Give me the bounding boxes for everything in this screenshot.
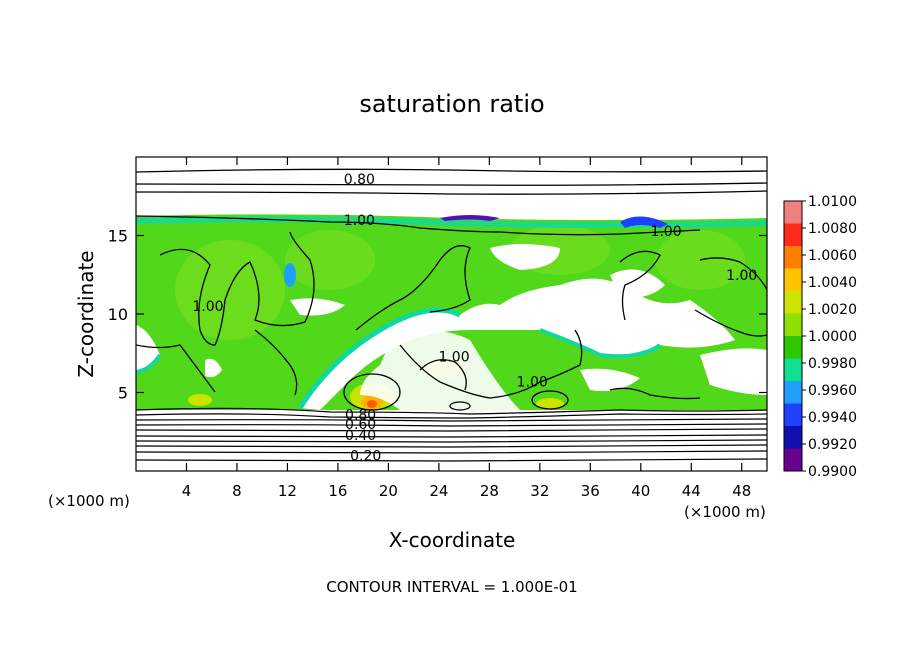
colorbar-label: 1.0000 bbox=[808, 329, 857, 345]
contour-label: 1.00 bbox=[726, 268, 757, 284]
colorbar-label: 1.0020 bbox=[808, 302, 857, 318]
x-unit-label-left: (×1000 m) bbox=[48, 492, 130, 510]
colorbar-label: 0.9900 bbox=[808, 464, 857, 480]
contour-ring bbox=[449, 401, 471, 411]
colorbar-segment bbox=[784, 291, 802, 314]
colorbar-segment bbox=[784, 268, 802, 292]
x-tick-label: 48 bbox=[732, 482, 751, 500]
cyan-edge bbox=[136, 216, 767, 228]
contour-lines-1-00 bbox=[136, 215, 767, 400]
contour-label: 0.60 bbox=[345, 417, 376, 433]
cyan-rim bbox=[136, 353, 162, 374]
colorbar-label: 0.9940 bbox=[808, 410, 857, 426]
plot-area: 0.200.400.600.800.801.001.001.001.001.00… bbox=[136, 157, 767, 471]
colorbar-segment bbox=[784, 313, 802, 337]
contour-ring bbox=[531, 390, 569, 410]
x-tick-label: 24 bbox=[429, 482, 448, 500]
contour-label: 0.80 bbox=[344, 172, 375, 188]
colorbar-segment bbox=[784, 246, 802, 269]
x-tick-label: 32 bbox=[530, 482, 549, 500]
chart-title: saturation ratio bbox=[359, 90, 544, 118]
x-tick-label: 36 bbox=[581, 482, 600, 500]
colorbar-label: 1.0040 bbox=[808, 275, 857, 291]
x-tick-label: 4 bbox=[182, 482, 192, 500]
blue-edge bbox=[620, 216, 668, 228]
colorbar-label: 1.0060 bbox=[808, 248, 857, 264]
x-tick-label: 16 bbox=[328, 482, 347, 500]
colorbar-label: 1.0100 bbox=[808, 194, 857, 210]
contour-interval-note: CONTOUR INTERVAL = 1.000E-01 bbox=[326, 578, 577, 596]
colorbar-segment bbox=[784, 381, 802, 404]
cyan-rim bbox=[297, 307, 462, 410]
colorbar-segment bbox=[784, 403, 802, 427]
contour-label: 0.20 bbox=[350, 448, 381, 464]
contour-labels: 0.200.400.600.800.801.001.001.001.001.00… bbox=[192, 172, 757, 464]
contour-label: 1.00 bbox=[344, 213, 375, 229]
upper-contour-lines bbox=[136, 168, 767, 195]
maximum-patch bbox=[536, 398, 564, 410]
colorbar-label: 1.0080 bbox=[808, 221, 857, 237]
x-axis-label: X-coordinate bbox=[389, 528, 516, 552]
cyan-rim bbox=[539, 328, 662, 359]
contour-label: 1.00 bbox=[438, 349, 469, 365]
x-tick-label: 44 bbox=[682, 482, 701, 500]
colorbar-segment bbox=[784, 426, 802, 449]
x-tick-label: 20 bbox=[379, 482, 398, 500]
contour-label: 1.00 bbox=[517, 375, 548, 391]
contour-label: 0.80 bbox=[345, 407, 376, 423]
supersaturated-patch bbox=[175, 240, 285, 340]
y-tick-label: 5 bbox=[118, 384, 128, 403]
x-unit-label-right: (×1000 m) bbox=[684, 503, 766, 521]
x-tick-label: 12 bbox=[278, 482, 297, 500]
colorbar-segment bbox=[784, 358, 802, 382]
contour-label: 0.40 bbox=[345, 428, 376, 444]
x-tick-label: 40 bbox=[631, 482, 650, 500]
y-tick-label: 15 bbox=[108, 227, 128, 246]
y-axis: 5 10 15 bbox=[108, 227, 767, 403]
x-tick-label: 28 bbox=[480, 482, 499, 500]
supersaturated-patch bbox=[285, 230, 375, 290]
colorbar-segment bbox=[784, 201, 802, 224]
contour-label: 1.00 bbox=[650, 224, 681, 240]
colorbar-label: 0.9980 bbox=[808, 356, 857, 372]
colorbar-segment bbox=[784, 448, 802, 472]
maximum-patch bbox=[367, 400, 377, 408]
contour-label: 1.00 bbox=[192, 299, 223, 315]
lower-contour-lines bbox=[136, 407, 767, 462]
colorbar-label: 0.9920 bbox=[808, 437, 857, 453]
x-tick-label: 8 bbox=[232, 482, 242, 500]
colorbar-label: 0.9960 bbox=[808, 383, 857, 399]
blue-spot bbox=[284, 263, 296, 287]
y-tick-label: 10 bbox=[108, 305, 128, 324]
colorbar-segment bbox=[784, 336, 802, 359]
x-axis: 4 8 12 16 20 24 28 32 36 40 44 48 bbox=[182, 157, 751, 500]
colorbar-segment bbox=[784, 223, 802, 247]
maximum-patch bbox=[188, 394, 212, 406]
contour-ring bbox=[343, 373, 401, 411]
y-axis-label: Z-coordinate bbox=[74, 250, 98, 377]
blue-edge bbox=[440, 215, 500, 221]
colorbar: 1.0100 1.0080 1.0060 1.0040 1.0020 1.0000 0.99… bbox=[783, 194, 857, 480]
